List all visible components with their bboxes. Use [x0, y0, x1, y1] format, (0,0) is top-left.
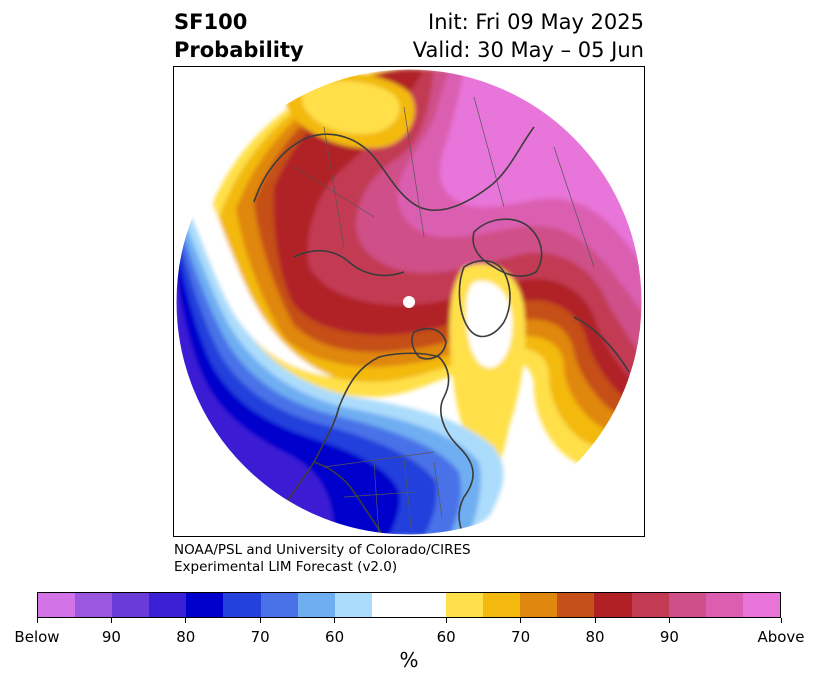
- colorbar-segment-below: [75, 593, 113, 617]
- colorbar-tick-label: 90: [659, 628, 679, 646]
- colorbar-tick-label: 60: [325, 628, 345, 646]
- colorbar-tick: [259, 618, 261, 623]
- colorbar-segment-below: [38, 593, 76, 617]
- colorbar-ticks: [36, 618, 782, 626]
- colorbar-tick-label: Below: [14, 628, 60, 646]
- colorbar-segment-above: [631, 593, 669, 617]
- colorbar-segment-above: [705, 593, 743, 617]
- colorbar-tick-label: 80: [585, 628, 605, 646]
- init-date: Init: Fri 09 May 2025: [428, 10, 644, 34]
- colorbar-tick: [594, 618, 596, 623]
- forecast-dates: Init: Fri 09 May 2025 Valid: 30 May – 05…: [413, 8, 644, 64]
- title-product: SF100: [174, 10, 248, 34]
- colorbar-segment-below: [334, 593, 372, 617]
- band-above-max: [439, 69, 642, 267]
- probability-map-svg: [175, 68, 643, 536]
- colorbar-segment-below: [260, 593, 298, 617]
- greenland-neutral: [466, 281, 513, 368]
- colorbar-segment-above: [520, 593, 558, 617]
- colorbar-tick: [445, 618, 447, 623]
- pole-marker: [403, 296, 415, 308]
- title-subtitle: Probability: [174, 38, 304, 62]
- credit: NOAA/PSL and University of Colorado/CIRE…: [174, 542, 471, 576]
- colorbar-segment-below: [297, 593, 335, 617]
- colorbar-tick: [520, 618, 522, 623]
- colorbar-segment-above: [446, 593, 484, 617]
- colorbar-tick: [110, 618, 112, 623]
- colorbar-tick-label: 70: [250, 628, 270, 646]
- valid-range: Valid: 30 May – 05 Jun: [412, 38, 644, 62]
- colorbar-segment-below: [223, 593, 261, 617]
- credit-line-2: Experimental LIM Forecast (v2.0): [174, 559, 398, 575]
- colorbar-tick-label: 70: [511, 628, 531, 646]
- colorbar-segment-above: [742, 593, 780, 617]
- colorbar-segment-above: [668, 593, 706, 617]
- probability-map: [173, 66, 645, 537]
- colorbar-segment-below: [112, 593, 150, 617]
- colorbar-segment-above: [483, 593, 521, 617]
- colorbar-tick-label: 80: [176, 628, 196, 646]
- map-title: SF100 Probability: [174, 8, 304, 64]
- colorbar-tick: [334, 618, 336, 623]
- colorbar-tick: [780, 618, 782, 623]
- colorbar-tick-label: 60: [436, 628, 456, 646]
- political-borders: [293, 96, 595, 535]
- colorbar-tick-label: Above: [757, 628, 805, 646]
- colorbar-segment-above: [594, 593, 632, 617]
- colorbar-tick: [185, 618, 187, 623]
- colorbar-tick: [668, 618, 670, 623]
- warm-pocket-inner: [301, 81, 400, 135]
- colorbar-segment-below: [149, 593, 187, 617]
- colorbar-segment-neutral: [371, 593, 447, 617]
- colorbar-segment-above: [557, 593, 595, 617]
- colorbar-unit: %: [399, 648, 419, 672]
- credit-line-1: NOAA/PSL and University of Colorado/CIRE…: [174, 542, 471, 558]
- colorbar-segment-below: [186, 593, 224, 617]
- disk-edge: [175, 68, 643, 536]
- probability-field: [176, 69, 642, 535]
- colorbar-tick-label: 90: [101, 628, 121, 646]
- colorbar-tick: [36, 618, 38, 623]
- colorbar: [37, 592, 781, 618]
